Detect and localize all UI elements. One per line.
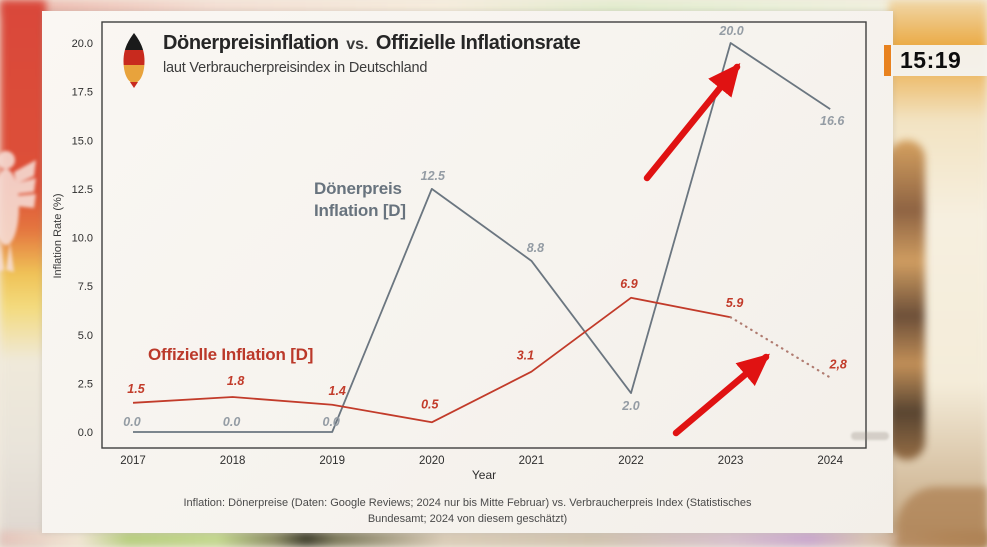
official-forecast-dotted: [729, 316, 832, 379]
data-label: 1.5: [127, 382, 145, 396]
chart-subtitle: laut Verbraucherpreisindex in Deutschlan…: [163, 60, 428, 76]
data-label: 1.8: [227, 374, 244, 388]
series-label-doener: Dönerpreis Inflation [D]: [314, 178, 406, 222]
data-label: 12.5: [421, 169, 446, 183]
broadcast-timestamp: 15:19: [884, 45, 987, 76]
x-tick-label: 2017: [120, 455, 146, 467]
doener-kebab-icon: [123, 33, 145, 88]
chart-title-block: Dönerpreisinflation vs. Offizielle Infla…: [163, 32, 581, 76]
series-label-doener-line1: Dönerpreis: [314, 179, 402, 198]
timestamp-accent-bar: [884, 45, 891, 76]
data-label: 16.6: [820, 114, 845, 128]
x-tick-label: 2018: [220, 455, 246, 467]
doener-line: [133, 42, 831, 433]
data-label: 2.0: [621, 399, 639, 413]
data-label: 0.0: [123, 415, 140, 429]
plot-border: [101, 21, 867, 449]
data-label: 0.0: [223, 415, 240, 429]
y-tick-label: 12.5: [72, 184, 93, 196]
title-vs: vs.: [346, 36, 369, 53]
y-tick-label: 17.5: [72, 87, 93, 99]
chart-footnote: Inflation: Dönerpreise (Daten: Google Re…: [42, 495, 893, 527]
arrow-to-official-forecast: [672, 353, 770, 437]
federal-eagle-icon: [0, 151, 36, 272]
x-axis-title: Year: [471, 468, 497, 482]
data-label: 8.8: [527, 241, 544, 255]
y-tick-label: 20.0: [72, 38, 93, 50]
data-label: 6.9: [620, 277, 637, 291]
title-part-official: Offizielle Inflationsrate: [375, 32, 581, 54]
official-line: [132, 296, 731, 424]
data-label: 3.1: [517, 349, 534, 363]
footnote-line1: Inflation: Dönerpreise (Daten: Google Re…: [183, 497, 752, 509]
data-label: 0.5: [421, 397, 439, 411]
x-tick-label: 2022: [618, 455, 644, 467]
x-tick-label: 2023: [718, 455, 744, 467]
data-label: 0.0: [323, 415, 340, 429]
title-part-doener: Dönerpreisinflation: [163, 32, 339, 54]
arrow-to-doener-peak: [643, 62, 741, 182]
y-tick-label: 15.0: [72, 135, 93, 147]
y-tick-label: 0.0: [78, 427, 93, 439]
x-tick-label: 2019: [319, 455, 345, 467]
chart-panel: [42, 11, 893, 533]
y-tick-label: 10.0: [72, 233, 93, 245]
chart-header: Dönerpreisinflation vs. Offizielle Infla…: [118, 32, 581, 88]
watermark-smudge: [851, 432, 889, 440]
series-label-doener-line2: Inflation [D]: [314, 201, 406, 220]
data-label: 5.9: [726, 296, 743, 310]
x-tick-label: 2024: [817, 455, 843, 467]
data-label: 1.4: [329, 384, 346, 398]
x-tick-label: 2020: [419, 455, 445, 467]
data-label: 20.0: [718, 24, 743, 38]
timestamp-value: 15:19: [900, 47, 962, 73]
x-tick-label: 2021: [519, 455, 545, 467]
series-label-official: Offizielle Inflation [D]: [148, 345, 314, 364]
y-tick-label: 7.5: [78, 281, 93, 293]
data-label: 2,8: [829, 358, 847, 372]
chart-title: Dönerpreisinflation vs. Offizielle Infla…: [163, 32, 581, 55]
y-tick-label: 5.0: [78, 330, 93, 342]
y-tick-label: 2.5: [78, 378, 93, 390]
footnote-line2: Bundesamt; 2024 von diesem geschätzt): [367, 513, 568, 525]
